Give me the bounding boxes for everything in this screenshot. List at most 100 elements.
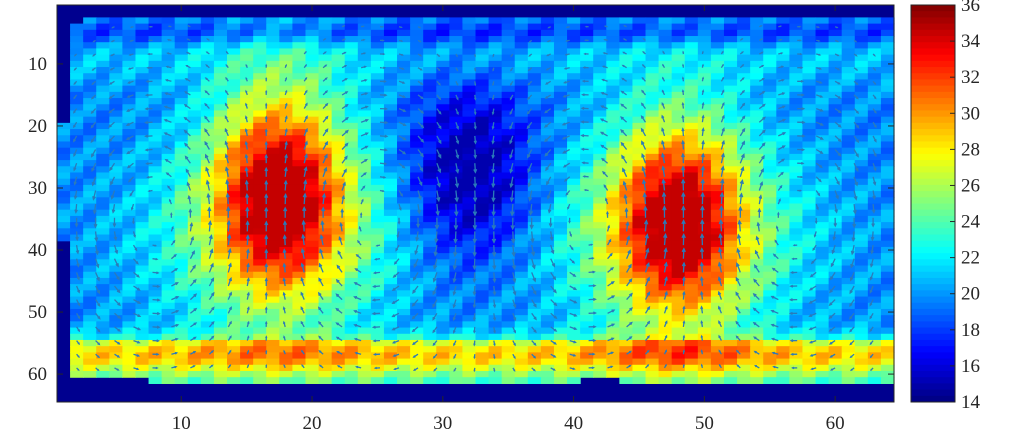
- quiver-arrow: [778, 92, 786, 96]
- heatmap-cell: [606, 122, 620, 130]
- heatmap-cell: [763, 265, 777, 273]
- heatmap-cell: [318, 246, 333, 254]
- heatmap-cell: [370, 48, 385, 56]
- heatmap-cell: [200, 17, 215, 25]
- heatmap-cell: [253, 122, 267, 130]
- heatmap-cell: [593, 166, 607, 174]
- heatmap-cell: [305, 116, 320, 124]
- quiver-arrow: [739, 115, 746, 123]
- heatmap-cell: [109, 104, 123, 112]
- heatmap-cell: [763, 73, 777, 81]
- quiver-arrow: [133, 271, 140, 278]
- quiver-arrow: [282, 291, 286, 300]
- colorbar-segment: [911, 166, 955, 173]
- heatmap-cell: [370, 197, 385, 205]
- heatmap-cell: [357, 91, 372, 99]
- heatmap-cell: [776, 308, 790, 316]
- heatmap-cell: [70, 178, 84, 186]
- heatmap-cell: [161, 315, 176, 322]
- heatmap-cell: [567, 60, 581, 68]
- heatmap-cell: [475, 222, 490, 229]
- heatmap-cell: [213, 296, 228, 304]
- quiver-arrow: [264, 306, 268, 314]
- heatmap-cell: [305, 122, 320, 130]
- heatmap-cell: [841, 253, 856, 260]
- heatmap-cell: [148, 240, 163, 248]
- heatmap-cell: [802, 308, 817, 316]
- heatmap-cell: [135, 153, 150, 161]
- quiver-arrow: [284, 63, 287, 68]
- heatmap-cell: [122, 284, 137, 291]
- heatmap-cell: [357, 228, 372, 236]
- heatmap-cell: [109, 197, 123, 205]
- quiver-arrow: [185, 51, 191, 55]
- quiver-arrow: [720, 127, 725, 137]
- quiver-arrow: [472, 217, 478, 231]
- heatmap-cell: [567, 321, 581, 329]
- quiver-arrow: [641, 76, 646, 82]
- heatmap-cell: [148, 98, 163, 105]
- heatmap-cell: [671, 141, 686, 149]
- quiver-arrow: [549, 231, 554, 242]
- heatmap-cell: [200, 54, 215, 62]
- quiver-arrow: [74, 217, 79, 228]
- heatmap-cell: [96, 166, 110, 174]
- heatmap-cell: [645, 178, 660, 186]
- heatmap-cell: [70, 315, 84, 322]
- heatmap-cell: [658, 184, 673, 192]
- heatmap-cell: [475, 327, 490, 335]
- heatmap-cell: [802, 110, 817, 118]
- heatmap-cell: [802, 346, 817, 353]
- heatmap-cell: [580, 271, 594, 279]
- heatmap-cell: [96, 191, 110, 198]
- heatmap-cell: [292, 36, 307, 43]
- heatmap-cell: [462, 191, 477, 198]
- heatmap-cell: [763, 302, 777, 310]
- quiver-arrow: [398, 148, 407, 155]
- quiver-arrow: [621, 64, 627, 69]
- heatmap-cell: [710, 116, 725, 124]
- heatmap-cell: [697, 67, 712, 74]
- heatmap-cell: [540, 346, 555, 353]
- heatmap-cell: [279, 203, 294, 211]
- heatmap-cell: [475, 104, 490, 112]
- heatmap-cell: [462, 178, 477, 186]
- heatmap-cell: [57, 178, 71, 186]
- heatmap-cell: [161, 160, 176, 167]
- heatmap-cell: [567, 29, 581, 37]
- heatmap-cell: [750, 339, 764, 347]
- heatmap-cell: [671, 79, 686, 87]
- quiver-arrow: [392, 271, 400, 279]
- heatmap-cell: [619, 85, 634, 93]
- heatmap-cell: [122, 85, 137, 93]
- quiver-arrow: [303, 127, 308, 137]
- heatmap-cell: [410, 110, 424, 118]
- heatmap-cell: [436, 91, 450, 99]
- heatmap-cell: [697, 271, 712, 279]
- heatmap-cell: [737, 339, 751, 347]
- heatmap-cell: [580, 302, 594, 310]
- heatmap-cell: [867, 333, 882, 341]
- quiver-arrow: [245, 76, 248, 82]
- heatmap-cell: [802, 327, 817, 335]
- heatmap-cell: [253, 54, 267, 62]
- heatmap-cell: [200, 358, 215, 366]
- heatmap-cell: [553, 259, 568, 267]
- quiver-arrow: [129, 39, 134, 42]
- heatmap-cell: [658, 85, 673, 93]
- heatmap-cell: [567, 339, 581, 347]
- heatmap-cell: [802, 240, 817, 248]
- heatmap-cell: [776, 98, 790, 105]
- heatmap-cell: [593, 315, 607, 322]
- heatmap-cell: [266, 23, 280, 31]
- quiver-arrow: [544, 135, 552, 143]
- heatmap-cell: [70, 259, 84, 267]
- heatmap-cell: [737, 253, 751, 260]
- quiver-arrow: [227, 320, 232, 328]
- heatmap-cell: [488, 110, 503, 118]
- heatmap-cell: [514, 222, 529, 229]
- heatmap-cell: [750, 296, 764, 304]
- heatmap-cell: [580, 315, 594, 322]
- heatmap-cell: [567, 228, 581, 236]
- heatmap-cell: [867, 290, 882, 298]
